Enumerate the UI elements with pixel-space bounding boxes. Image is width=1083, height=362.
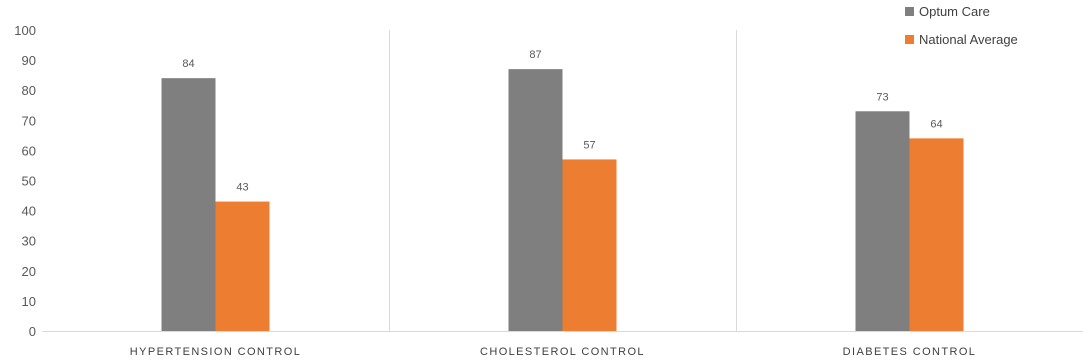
data-label: 73: [876, 91, 888, 103]
data-label: 84: [182, 58, 194, 70]
legend-swatch-optum-care: [905, 7, 914, 16]
x-category-label: HYPERTENSION CONTROL: [130, 346, 301, 358]
y-tick-label: 70: [22, 113, 36, 128]
y-tick-label: 60: [22, 143, 36, 158]
data-label: 64: [930, 118, 942, 130]
y-tick-label: 90: [22, 53, 36, 68]
bar-optum-care: [508, 69, 563, 331]
y-tick-label: 0: [29, 324, 36, 339]
bar-national-average: [909, 138, 964, 331]
y-tick-label: 40: [22, 204, 36, 219]
bar-national-average: [215, 201, 270, 331]
y-tick-label: 100: [14, 23, 36, 38]
y-tick-label: 80: [22, 83, 36, 98]
x-category-label: DIABETES CONTROL: [843, 346, 977, 358]
bar-optum-care: [855, 111, 910, 332]
y-tick-label: 20: [22, 264, 36, 279]
x-category-label: CHOLESTEROL CONTROL: [480, 346, 645, 358]
legend-label: National Average: [919, 32, 1018, 47]
legend-swatch-national-average: [905, 35, 914, 44]
bar-optum-care: [161, 78, 216, 331]
legend-label: Optum Care: [919, 4, 990, 19]
data-label: 87: [529, 49, 541, 61]
data-label: 57: [583, 139, 595, 151]
y-tick-label: 30: [22, 234, 36, 249]
y-tick-label: 50: [22, 174, 36, 189]
y-tick-label: 10: [22, 294, 36, 309]
data-label: 43: [236, 182, 248, 194]
bar-national-average: [562, 159, 617, 331]
